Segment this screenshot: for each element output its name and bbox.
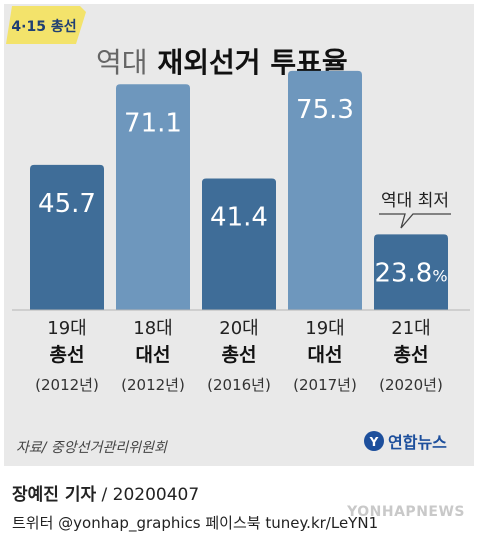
category-number: 18대 (133, 318, 172, 339)
yonhap-logo-icon (364, 431, 384, 451)
category-kind: 대선 (308, 344, 343, 366)
bar (202, 178, 276, 310)
category-kind: 총선 (222, 344, 257, 366)
category-number: 20대 (219, 318, 258, 339)
election-badge: 4·15 총선 (6, 6, 86, 44)
badge-text: 4·15 총선 (11, 19, 76, 35)
bar-value-label: 71.1 (124, 108, 182, 138)
reporter-name: 장예진 기자 (12, 485, 97, 505)
byline-line: 장예진 기자 / 20200407 (12, 480, 199, 505)
source-note: 자료/ 중앙선거관리위원회 (16, 440, 168, 456)
brand-name: 연합뉴스 (388, 433, 447, 452)
bars: 45.7 71.1 41.4 75.3 23.8% 역대 최저 (30, 70, 451, 310)
category-number: 19대 (305, 318, 344, 339)
bar-value-label: 75.3 (296, 95, 354, 125)
social-links: 트위터 @yonhap_graphics 페이스북 tuney.kr/LeYN1 (12, 514, 379, 532)
brand-logo: Y 연합뉴스 (364, 431, 447, 452)
category-kind: 총선 (394, 344, 429, 366)
bar (288, 70, 362, 310)
bar (116, 84, 190, 310)
bar-value-label: 45.7 (38, 189, 96, 219)
bar-value-label: 41.4 (210, 203, 268, 233)
bar (30, 164, 104, 310)
annotation-label: 역대 최저 (381, 191, 449, 211)
footer: 장예진 기자 / 20200407 YONHAPNEWS 트위터 @yonhap… (0, 470, 479, 542)
watermark: YONHAPNEWS (347, 504, 465, 520)
category-number: 19대 (47, 318, 86, 339)
badge-shape (6, 6, 86, 44)
bar-value-label: 23.8% (374, 258, 447, 288)
svg-text:Y: Y (369, 435, 379, 449)
chart-title: 역대 재외선거 투표율 (96, 46, 348, 79)
chart-panel: 4·15 총선 역대 재외선거 투표율 45.7 71.1 41.4 75.3 23.8%… (4, 4, 474, 466)
category-year: (2017년) (293, 376, 357, 394)
publish-date: / 20200407 (96, 485, 200, 505)
category-number: 21대 (391, 318, 430, 339)
category-kind: 총선 (50, 344, 85, 366)
annotation-pointer (379, 213, 451, 229)
title-light: 역대 (96, 46, 148, 79)
category-kind: 대선 (136, 344, 171, 366)
category-year: (2012년) (35, 376, 99, 394)
category-year: (2020년) (379, 376, 443, 394)
category-year: (2016년) (207, 376, 271, 394)
bar (374, 234, 448, 310)
category-year: (2012년) (121, 376, 185, 394)
